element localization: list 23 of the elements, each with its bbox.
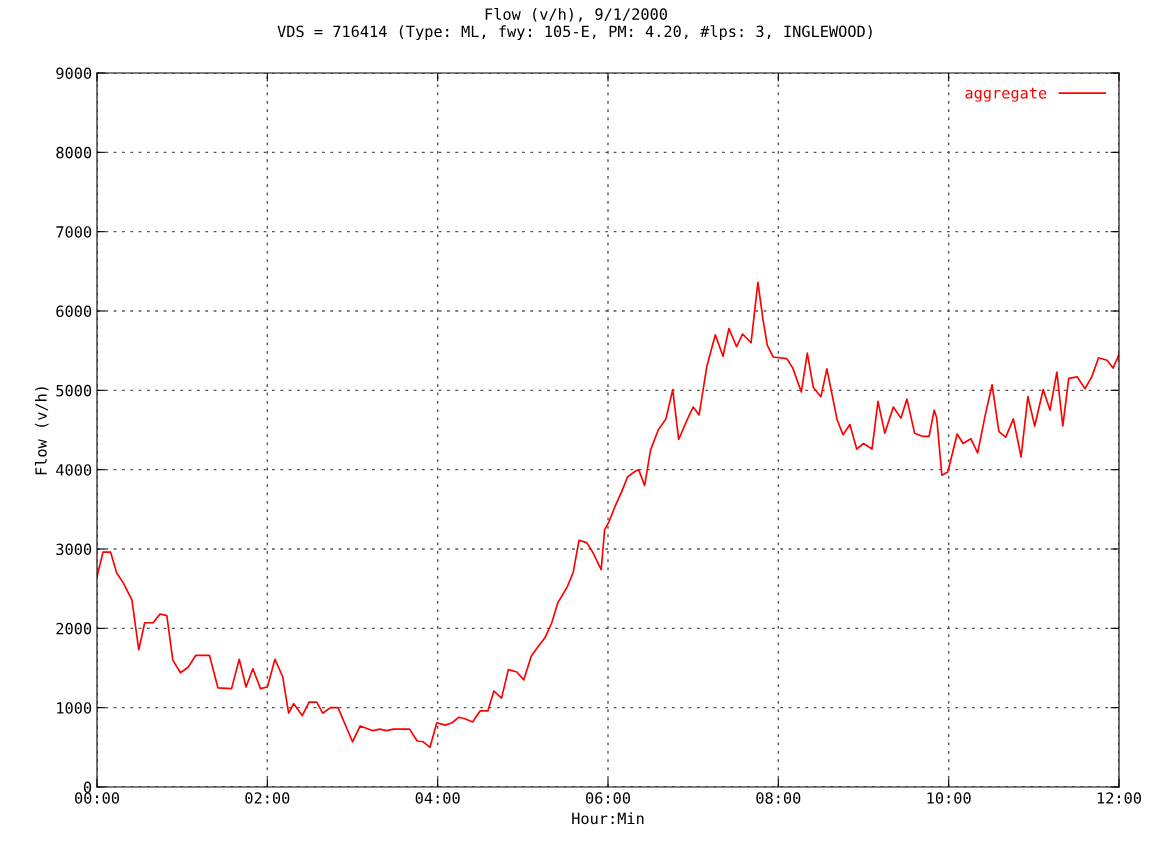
y-tick-label: 4000: [56, 464, 92, 476]
x-tick-label: 00:00: [75, 792, 119, 804]
y-tick-label: 1000: [57, 702, 92, 714]
y-tick-label: 0: [83, 781, 92, 794]
x-tick-label: 10:00: [927, 792, 971, 804]
y-tick-label: 5000: [56, 384, 92, 397]
x-axis-title: Hour:Min: [572, 812, 644, 825]
y-tick-label: 7000: [56, 226, 92, 238]
y-tick-label: 8000: [56, 146, 92, 159]
y-axis-title: Flow (v/h): [34, 387, 49, 475]
x-tick-label: 06:00: [586, 792, 630, 804]
x-tick-label: 04:00: [415, 792, 460, 804]
y-tick-label: 3000: [56, 543, 92, 556]
chart-title: Flow (v/h), 9/1/2000: [485, 8, 667, 22]
line-series: [97, 281, 1119, 749]
legend-label: aggregate: [965, 87, 1047, 102]
y-tick-label: 2000: [56, 622, 92, 635]
chart-subtitle: VDS = 716414 (Type: ML, fwy: 105-E, PM: 4.20, #lps: 3, INGLEWOOD): [277, 25, 872, 41]
x-tick-label: 02:00: [245, 792, 290, 804]
y-tick-label: 9000: [56, 67, 92, 80]
x-tick-label: 08:00: [756, 792, 801, 804]
x-tick-label: 12:00: [1097, 792, 1141, 804]
y-tick-label: 6000: [56, 305, 92, 318]
